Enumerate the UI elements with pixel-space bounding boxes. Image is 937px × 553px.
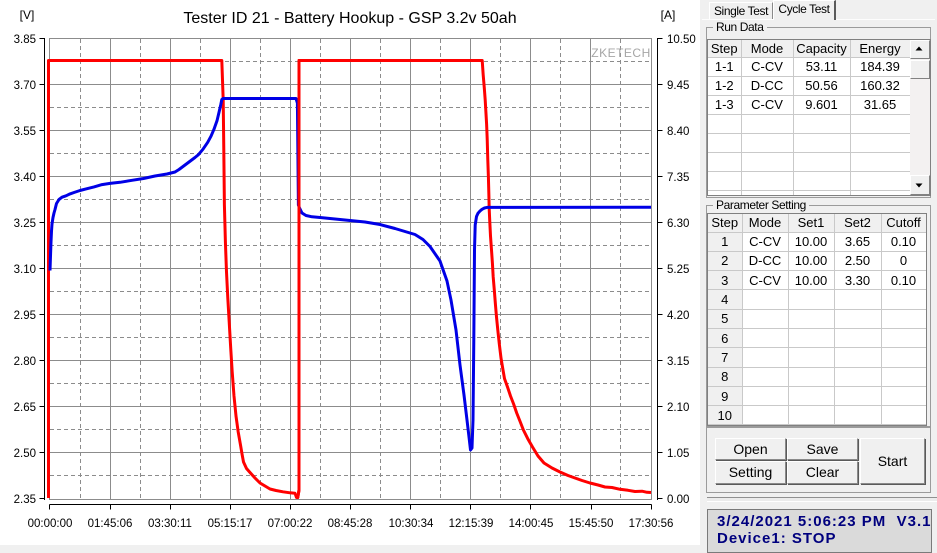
svg-text:Tester ID 21 - Battery Hookup: Tester ID 21 - Battery Hookup - GSP 3.2v… bbox=[183, 10, 516, 27]
svg-text:9.45: 9.45 bbox=[667, 80, 689, 92]
svg-text:10:30:34: 10:30:34 bbox=[389, 518, 434, 530]
svg-text:01:45:06: 01:45:06 bbox=[88, 518, 133, 530]
svg-text:12:15:39: 12:15:39 bbox=[449, 518, 494, 530]
svg-text:10.50: 10.50 bbox=[667, 34, 696, 46]
svg-text:2.10: 2.10 bbox=[667, 402, 689, 414]
svg-text:2.65: 2.65 bbox=[14, 402, 36, 414]
svg-text:[V]: [V] bbox=[20, 8, 35, 22]
svg-text:14:00:45: 14:00:45 bbox=[509, 518, 554, 530]
svg-text:05:15:17: 05:15:17 bbox=[208, 518, 253, 530]
svg-text:08:45:28: 08:45:28 bbox=[328, 518, 373, 530]
svg-text:2.80: 2.80 bbox=[14, 356, 36, 368]
svg-text:4.20: 4.20 bbox=[667, 310, 689, 322]
svg-text:7.35: 7.35 bbox=[667, 172, 689, 184]
svg-text:3.10: 3.10 bbox=[14, 264, 36, 276]
svg-text:3.40: 3.40 bbox=[14, 172, 36, 184]
svg-text:00:00:00: 00:00:00 bbox=[28, 518, 73, 530]
svg-text:3.70: 3.70 bbox=[14, 80, 36, 92]
svg-text:3.25: 3.25 bbox=[14, 218, 36, 230]
svg-text:2.95: 2.95 bbox=[14, 310, 36, 322]
svg-text:15:45:50: 15:45:50 bbox=[569, 518, 614, 530]
svg-text:03:30:11: 03:30:11 bbox=[148, 518, 192, 530]
svg-text:17:30:56: 17:30:56 bbox=[629, 518, 674, 530]
svg-text:2.35: 2.35 bbox=[14, 494, 36, 506]
svg-text:[A]: [A] bbox=[661, 8, 676, 22]
svg-text:0.00: 0.00 bbox=[667, 494, 689, 506]
svg-text:8.40: 8.40 bbox=[667, 126, 689, 138]
svg-text:3.85: 3.85 bbox=[14, 34, 36, 46]
svg-text:ZKETECH: ZKETECH bbox=[591, 46, 651, 60]
svg-text:2.50: 2.50 bbox=[14, 448, 36, 460]
svg-text:07:00:22: 07:00:22 bbox=[268, 518, 313, 530]
svg-text:6.30: 6.30 bbox=[667, 218, 689, 230]
svg-text:3.55: 3.55 bbox=[14, 126, 36, 138]
svg-text:3.15: 3.15 bbox=[667, 356, 689, 368]
svg-text:1.05: 1.05 bbox=[667, 448, 689, 460]
svg-text:5.25: 5.25 bbox=[667, 264, 689, 276]
